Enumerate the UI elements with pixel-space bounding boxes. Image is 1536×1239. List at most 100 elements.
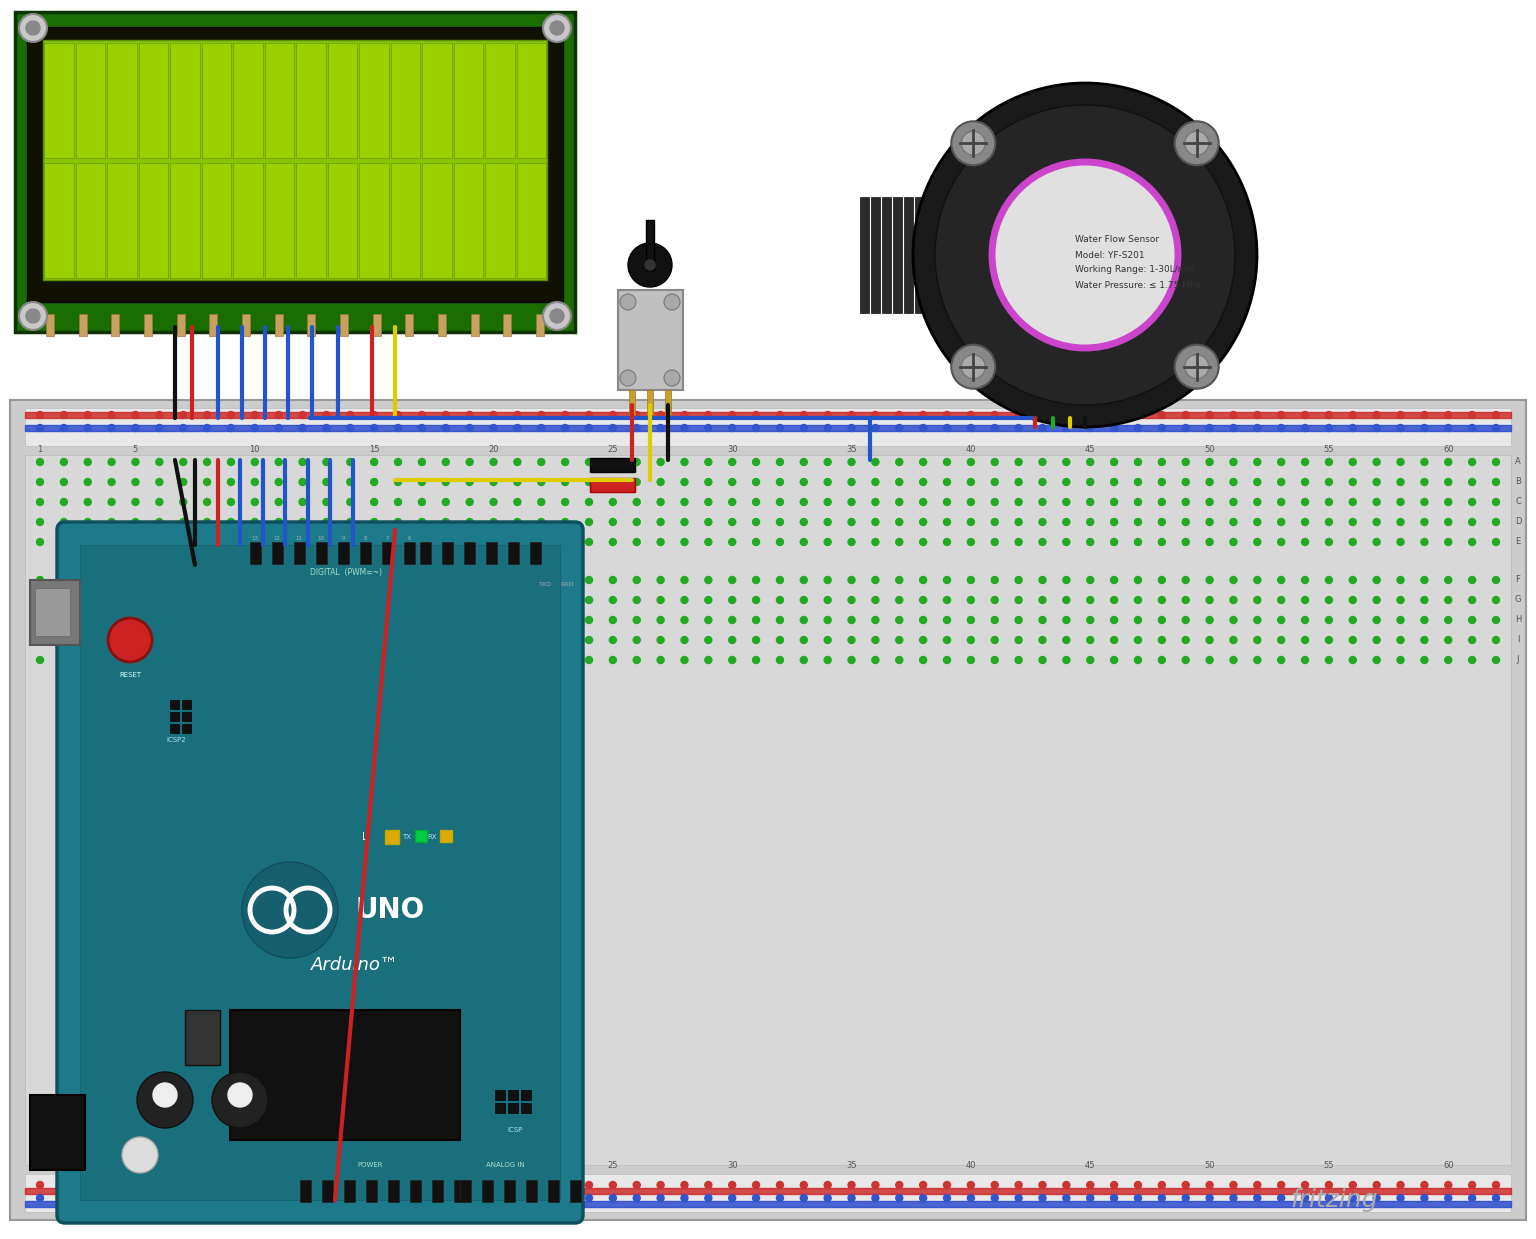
Bar [647,221,654,270]
Circle shape [544,14,571,42]
Circle shape [991,518,998,525]
Circle shape [538,1194,545,1202]
Text: 12: 12 [273,535,281,540]
Circle shape [1493,458,1499,466]
Circle shape [418,539,425,545]
Circle shape [84,458,91,466]
Circle shape [300,596,306,603]
Circle shape [18,302,48,330]
Circle shape [585,1194,593,1202]
Circle shape [680,498,688,506]
Circle shape [657,478,664,486]
Circle shape [395,657,401,664]
Circle shape [680,1194,688,1202]
Circle shape [1253,596,1261,603]
Circle shape [657,539,664,545]
Text: 30: 30 [727,446,737,455]
Circle shape [825,458,831,466]
Circle shape [1183,411,1189,419]
Circle shape [490,1194,498,1202]
Bar [508,1090,518,1100]
Circle shape [1038,1182,1046,1188]
Circle shape [465,518,473,525]
Circle shape [1015,425,1021,431]
Text: 1: 1 [29,1161,35,1170]
Circle shape [610,411,616,419]
Circle shape [848,657,856,664]
Circle shape [1398,637,1404,643]
Circle shape [825,1194,831,1202]
Circle shape [1175,344,1218,389]
Circle shape [912,83,1256,427]
Circle shape [442,596,449,603]
Circle shape [370,1182,378,1188]
Circle shape [800,458,808,466]
Circle shape [300,657,306,664]
Circle shape [108,411,115,419]
Circle shape [180,411,187,419]
Circle shape [442,1182,449,1188]
Circle shape [227,458,235,466]
Circle shape [37,478,43,486]
Circle shape [1253,478,1261,486]
Circle shape [515,411,521,419]
Circle shape [1206,478,1213,486]
Circle shape [180,539,187,545]
Circle shape [1087,596,1094,603]
Text: 55: 55 [1324,446,1335,455]
Text: D: D [1514,518,1521,527]
Circle shape [585,657,593,664]
Circle shape [968,637,974,643]
Circle shape [1468,425,1476,431]
Circle shape [895,617,903,623]
Circle shape [1063,518,1071,525]
Circle shape [300,518,306,525]
Circle shape [442,576,449,584]
Circle shape [1111,657,1118,664]
Circle shape [1398,478,1404,486]
Circle shape [562,576,568,584]
Circle shape [1373,596,1381,603]
Circle shape [1493,657,1499,664]
Circle shape [610,576,616,584]
Circle shape [418,617,425,623]
Circle shape [275,539,283,545]
Circle shape [610,1182,616,1188]
Circle shape [108,458,115,466]
Circle shape [418,1182,425,1188]
Circle shape [991,596,998,603]
Circle shape [204,637,210,643]
Circle shape [657,637,664,643]
Circle shape [1038,478,1046,486]
Bar [233,164,263,278]
Circle shape [1349,478,1356,486]
Circle shape [1015,458,1021,466]
Circle shape [108,425,115,431]
Circle shape [633,425,641,431]
Circle shape [538,425,545,431]
Circle shape [212,1072,267,1127]
Circle shape [943,425,951,431]
Circle shape [1349,458,1356,466]
Circle shape [538,478,545,486]
Circle shape [728,518,736,525]
Circle shape [132,411,138,419]
Circle shape [1087,425,1094,431]
Circle shape [848,1194,856,1202]
Circle shape [1183,576,1189,584]
Text: 60: 60 [1442,1161,1453,1170]
Circle shape [347,425,353,431]
Circle shape [872,539,879,545]
Circle shape [37,576,43,584]
Circle shape [1206,657,1213,664]
Circle shape [275,617,283,623]
Bar [138,43,167,159]
Text: 13: 13 [252,535,258,540]
Circle shape [490,458,498,466]
Circle shape [753,1194,760,1202]
Circle shape [1206,498,1213,506]
Circle shape [37,657,43,664]
Circle shape [84,617,91,623]
Circle shape [180,576,187,584]
Circle shape [1158,498,1166,506]
